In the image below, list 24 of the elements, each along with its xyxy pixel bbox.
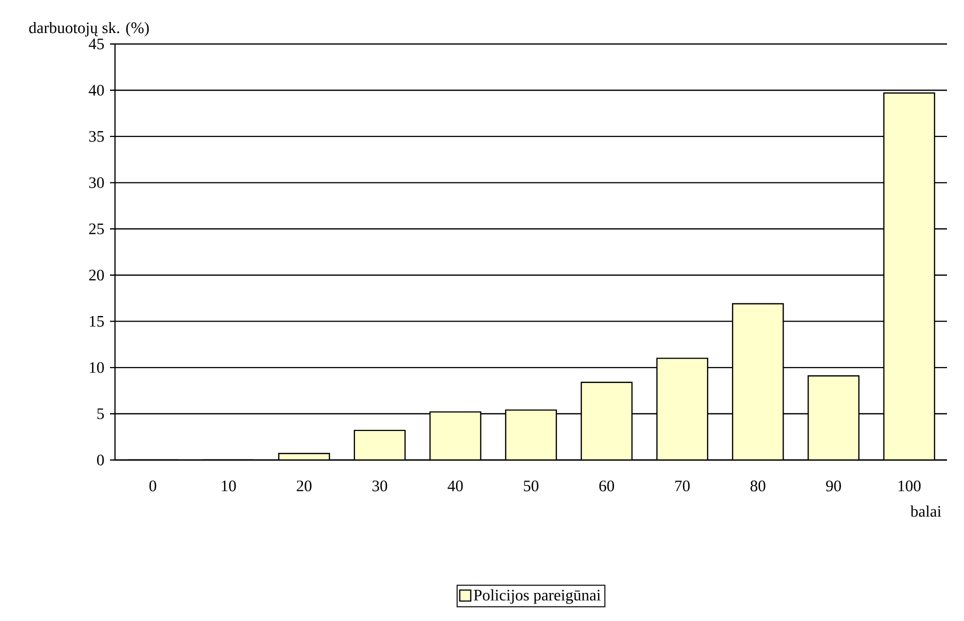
y-tick-label: 35 <box>89 131 104 142</box>
x-tick-label: 60 <box>599 480 614 492</box>
x-axis-title: balai <box>910 506 942 517</box>
x-tick-label: 0 <box>149 480 156 492</box>
y-tick-label: 40 <box>88 84 104 96</box>
y-axis-title: darbuotojų sk. (%) <box>29 22 149 36</box>
y-tick-label: 30 <box>89 177 104 188</box>
y-tick-label: 15 <box>90 316 104 327</box>
y-tick-label: 45 <box>88 38 104 50</box>
x-tick-label: 50 <box>524 480 538 492</box>
x-tick-label: 10 <box>222 480 236 492</box>
x-tick-label: 20 <box>296 480 312 492</box>
x-tick-label: 100 <box>898 480 921 492</box>
x-tick-label: 90 <box>826 480 841 492</box>
legend-label: Policijos pareigūnai <box>474 589 601 604</box>
x-tick-label: 70 <box>675 480 690 492</box>
x-tick-label: 40 <box>448 480 463 492</box>
y-tick-label: 20 <box>89 270 104 281</box>
y-tick-label: 5 <box>97 408 104 420</box>
x-tick-label: 30 <box>372 480 388 492</box>
x-tick-label: 80 <box>750 480 766 492</box>
y-tick-label: 25 <box>89 224 104 234</box>
y-tick-label: 10 <box>90 362 104 373</box>
y-tick-label: 0 <box>97 454 104 466</box>
